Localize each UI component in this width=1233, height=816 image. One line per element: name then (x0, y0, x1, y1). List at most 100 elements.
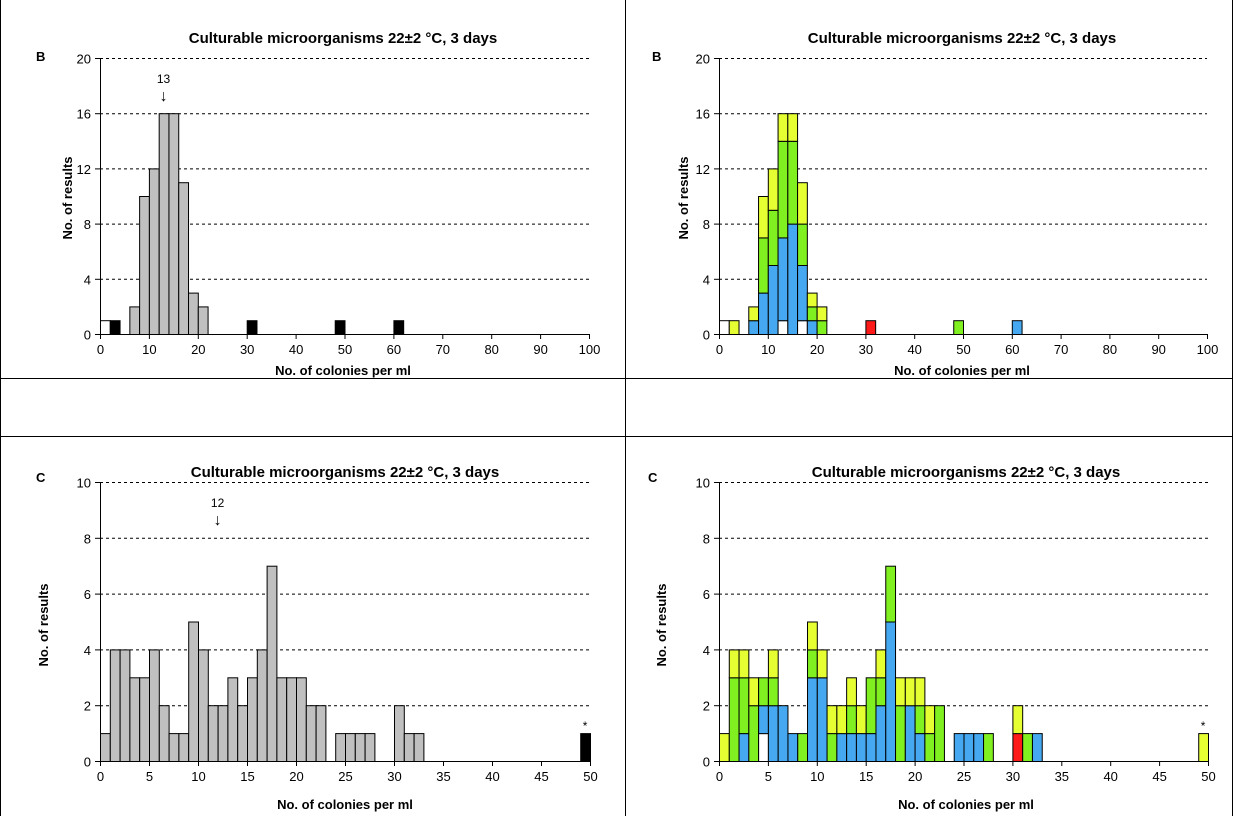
histogram-bar-grey (168, 113, 180, 335)
annotation-arrow: ↓ (160, 88, 168, 105)
histogram-bar-yellow (816, 306, 828, 322)
chart-panel-c-colored: C Culturable microorganisms 22±2 °C, 3 d… (626, 436, 1233, 816)
x-tick-label: 35 (436, 769, 450, 784)
histogram-bar-green (748, 705, 760, 763)
histogram-bar-blue (777, 705, 789, 763)
histogram-bar-blue (767, 705, 779, 763)
x-tick-label: 30 (859, 342, 873, 357)
histogram-bar-green (767, 209, 779, 267)
star-marker: * (1201, 719, 1206, 733)
x-tick-label: 80 (1103, 342, 1117, 357)
histogram-bar-white (797, 320, 808, 336)
histogram-bar-green (767, 677, 779, 707)
histogram-bar-yellow (807, 621, 818, 651)
histogram-bar-grey (188, 621, 199, 762)
panel-letter: B (36, 49, 45, 64)
x-axis-label: No. of colonies per ml (894, 363, 1030, 378)
histogram-bar-green (787, 140, 799, 225)
histogram-bar-white (777, 320, 789, 336)
histogram-bar-yellow (836, 705, 848, 735)
histogram-bar-yellow (826, 705, 838, 735)
histogram-bar-red (865, 320, 877, 336)
x-tick-label: 15 (240, 769, 254, 784)
x-tick-label: 90 (533, 342, 547, 357)
histogram-bar-grey (158, 705, 170, 763)
histogram-bar-green (758, 677, 769, 707)
histogram-bar-white (719, 320, 730, 336)
histogram-bar-blue (758, 292, 769, 336)
histogram-bar-green (816, 320, 828, 336)
y-tick-label: 4 (703, 272, 710, 287)
y-tick-label: 0 (703, 328, 710, 343)
histogram-bar-blue (836, 733, 848, 763)
panel-letter: B (652, 49, 661, 64)
histogram-bar-yellow (748, 306, 760, 322)
y-tick-label: 0 (84, 328, 91, 343)
histogram-bar-grey (296, 677, 307, 762)
x-tick-label: 0 (97, 769, 104, 784)
y-tick-label: 0 (84, 755, 91, 770)
histogram-bar-grey (217, 705, 229, 763)
x-tick-label: 15 (859, 769, 873, 784)
y-tick-label: 12 (77, 162, 91, 177)
histogram-bar-green (1022, 733, 1033, 763)
histogram-bar-white (758, 733, 769, 763)
x-tick-label: 30 (240, 342, 254, 357)
y-tick-label: 8 (703, 217, 710, 232)
histogram-bar-grey (345, 733, 356, 763)
y-tick-label: 4 (703, 643, 710, 658)
histogram-bar-yellow (904, 677, 916, 707)
x-tick-label: 50 (583, 769, 597, 784)
histogram-bar-blue (973, 733, 985, 763)
x-tick-label: 20 (908, 769, 922, 784)
histogram-bar-grey (394, 705, 405, 763)
x-tick-label: 40 (907, 342, 921, 357)
histogram-bar-yellow (846, 677, 857, 707)
histogram-bar-blue (767, 265, 779, 335)
histogram-bar-blue (758, 705, 769, 735)
histogram-bar-green (826, 733, 838, 763)
plot-area: 0 2 4 6 8 10 0 5 10 15 20 25 30 35 40 45 50 * (696, 476, 1216, 785)
x-tick-label: 10 (142, 342, 156, 357)
histogram-bar-black (246, 320, 258, 336)
x-tick-label: 25 (338, 769, 352, 784)
histogram-bar-yellow (855, 705, 867, 735)
histogram-bar-grey (354, 733, 366, 763)
x-tick-label: 80 (484, 342, 498, 357)
histogram-bar-yellow (816, 649, 828, 679)
histogram-bar-grey (129, 677, 141, 762)
histogram-bar-grey (403, 733, 415, 763)
histogram-bar-blue (963, 733, 975, 763)
chart-svg: C Culturable microorganisms 22±2 °C, 3 d… (36, 464, 598, 812)
histogram-bar-grey (276, 677, 288, 762)
annotation-value: 12 (211, 496, 225, 510)
histogram-bar-yellow (875, 649, 887, 679)
histogram-bar-yellow (767, 649, 779, 679)
histogram-bar-yellow (806, 292, 818, 308)
histogram-bar-green (758, 237, 769, 294)
chart-svg: B Culturable microorganisms 22±2 °C, 3 d… (652, 30, 1218, 378)
histogram-bar-yellow (728, 649, 740, 679)
x-tick-label: 20 (289, 769, 303, 784)
histogram-bar-black (393, 320, 405, 336)
y-tick-label: 6 (84, 587, 91, 602)
histogram-bar-blue (816, 677, 828, 762)
x-tick-label: 70 (436, 342, 450, 357)
x-tick-label: 90 (1151, 342, 1165, 357)
histogram-bar-grey (286, 677, 298, 762)
histogram-bar-green (807, 649, 818, 679)
histogram-bar-green (797, 733, 809, 763)
x-tick-label: 5 (765, 769, 772, 784)
y-tick-label: 16 (77, 107, 91, 122)
x-tick-label: 60 (387, 342, 401, 357)
x-axis-label: No. of colonies per ml (277, 797, 413, 812)
histogram-bar-green (865, 677, 877, 735)
histogram-bar-blue (797, 265, 808, 322)
x-tick-label: 20 (810, 342, 824, 357)
histogram-bar-white (100, 320, 111, 336)
histogram-bar-blue (855, 733, 867, 763)
x-axis-label: No. of colonies per ml (898, 797, 1034, 812)
x-tick-label: 30 (387, 769, 401, 784)
y-tick-label: 4 (84, 272, 91, 287)
histogram-bar-blue (748, 320, 760, 336)
